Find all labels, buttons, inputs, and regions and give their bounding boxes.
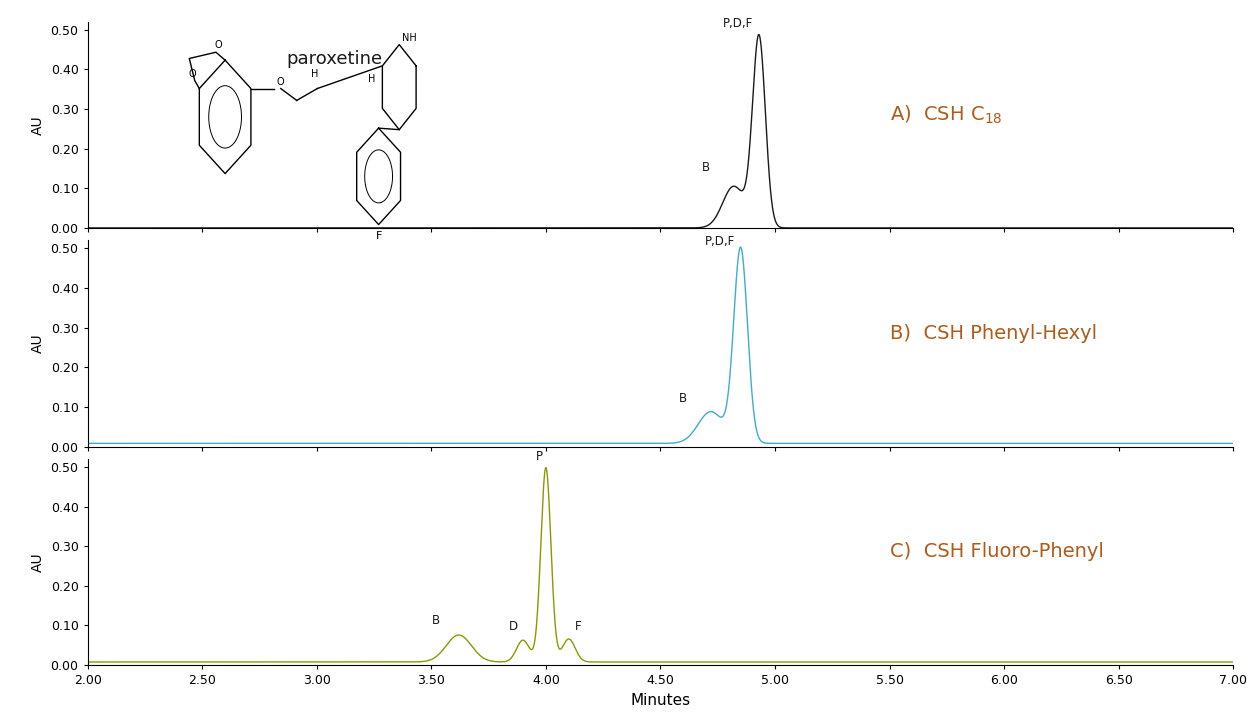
Text: B: B <box>432 615 439 628</box>
Text: D: D <box>510 620 518 633</box>
Text: NH: NH <box>402 33 416 43</box>
Text: paroxetine: paroxetine <box>285 50 382 68</box>
Text: A)  CSH C$_{18}$: A) CSH C$_{18}$ <box>889 103 1002 126</box>
Y-axis label: AU: AU <box>31 333 45 354</box>
Text: O: O <box>277 77 284 87</box>
Y-axis label: AU: AU <box>31 115 45 134</box>
Text: H: H <box>312 69 319 79</box>
Text: P,D,F: P,D,F <box>705 235 735 248</box>
Y-axis label: AU: AU <box>31 552 45 572</box>
Text: P,D,F: P,D,F <box>724 17 754 30</box>
Text: B: B <box>702 161 710 174</box>
Text: C)  CSH Fluoro-Phenyl: C) CSH Fluoro-Phenyl <box>889 542 1103 561</box>
Text: O: O <box>214 40 222 50</box>
Text: F: F <box>376 231 382 241</box>
Text: B: B <box>680 392 687 405</box>
Text: P: P <box>536 450 542 463</box>
Text: F: F <box>575 620 581 633</box>
Text: O: O <box>189 69 197 79</box>
Text: H: H <box>368 74 376 84</box>
X-axis label: Minutes: Minutes <box>630 693 691 708</box>
Text: B)  CSH Phenyl-Hexyl: B) CSH Phenyl-Hexyl <box>889 324 1097 343</box>
